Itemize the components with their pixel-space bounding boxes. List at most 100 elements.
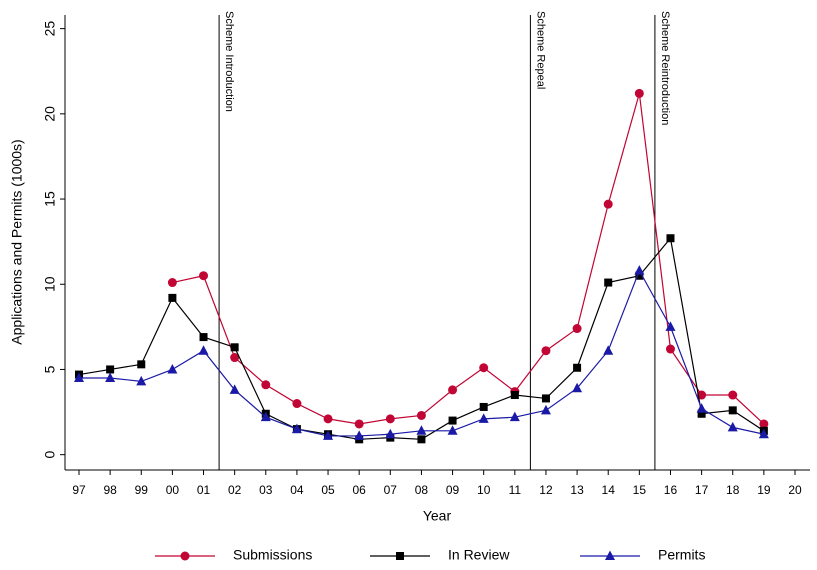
legend-label: Permits [658,547,705,563]
x-tick-label: 16 [664,483,678,497]
y-tick-label: 20 [42,106,58,122]
data-point [291,423,302,434]
x-tick-label: 19 [757,483,771,497]
x-tick-label: 99 [135,483,149,497]
y-tick-label: 5 [42,365,58,373]
x-tick-label: 04 [290,483,304,497]
data-point [634,88,644,98]
data-point [727,421,738,432]
data-point [573,363,582,372]
data-point [230,353,240,363]
data-point [666,234,675,243]
data-point [74,372,84,382]
annotation-label: Scheme Repeal [534,11,546,89]
data-point [354,430,365,440]
y-tick-label: 0 [42,451,58,459]
data-point [292,399,302,409]
data-point [728,390,738,400]
x-tick-label: 02 [228,483,242,497]
data-point [199,333,208,342]
data-point [198,345,209,355]
data-point [665,344,675,354]
data-point [105,372,116,382]
x-tick-label: 05 [321,483,335,497]
x-tick-label: 08 [415,483,429,497]
legend-label: In Review [448,547,510,563]
data-point [635,271,644,280]
data-point [541,394,550,403]
x-tick-label: 03 [259,483,273,497]
data-point [696,403,707,413]
data-point [137,360,146,369]
x-tick-label: 00 [166,483,180,497]
x-tick-label: 18 [726,483,740,497]
data-point [261,380,271,390]
data-point [229,384,240,394]
data-point [572,382,583,393]
data-point [541,346,551,356]
data-point [354,419,364,429]
data-point [603,345,614,355]
x-tick-label: 13 [570,483,584,497]
x-tick-label: 01 [197,483,211,497]
legend-marker [605,550,615,560]
data-point [759,419,769,429]
x-tick-label: 10 [477,483,491,497]
series-line [172,93,765,425]
annotation-label: Scheme Introduction [223,11,235,112]
x-tick-label: 07 [384,483,398,497]
legend-label: Submissions [233,547,312,563]
data-point [416,410,426,420]
y-tick-label: 25 [42,21,58,37]
data-point [417,435,426,444]
data-point [479,402,488,411]
data-point [385,414,395,424]
data-point [728,406,737,415]
x-tick-label: 15 [633,483,647,497]
data-point [323,430,334,440]
legend-marker [180,551,190,561]
data-point [665,321,676,331]
data-point [230,343,239,352]
x-tick-label: 20 [788,483,802,497]
y-tick-label: 15 [42,191,58,207]
data-point [603,199,613,209]
x-tick-label: 97 [72,483,86,497]
data-point [758,428,769,439]
x-tick-label: 98 [103,483,117,497]
data-point [260,411,271,422]
data-point [323,414,333,424]
data-point [448,416,457,425]
data-point [167,278,177,288]
data-point [572,324,582,334]
data-point [604,278,613,287]
data-point [167,363,178,374]
data-point [634,265,645,275]
data-point [478,413,489,423]
x-tick-label: 06 [352,483,366,497]
data-point [416,425,427,435]
data-point [447,425,458,435]
x-tick-label: 17 [695,483,709,497]
data-point [136,375,147,386]
legend-marker [396,552,404,560]
annotation-label: Scheme Reintroduction [659,11,671,125]
data-point [448,385,458,395]
data-point [509,411,520,422]
data-point [199,271,209,281]
data-point [385,428,396,439]
x-tick-label: 12 [539,483,553,497]
data-point [106,365,115,374]
x-tick-label: 09 [446,483,460,497]
x-tick-label: 11 [509,483,522,497]
x-tick-label: 14 [602,483,616,497]
data-point [540,404,551,415]
data-point [168,293,177,302]
x-axis-title: Year [423,508,452,524]
data-point [479,363,489,373]
data-point [697,409,706,418]
y-axis-title: Applications and Permits (1000s) [9,139,25,344]
data-point [697,390,707,400]
y-tick-label: 10 [42,276,58,292]
